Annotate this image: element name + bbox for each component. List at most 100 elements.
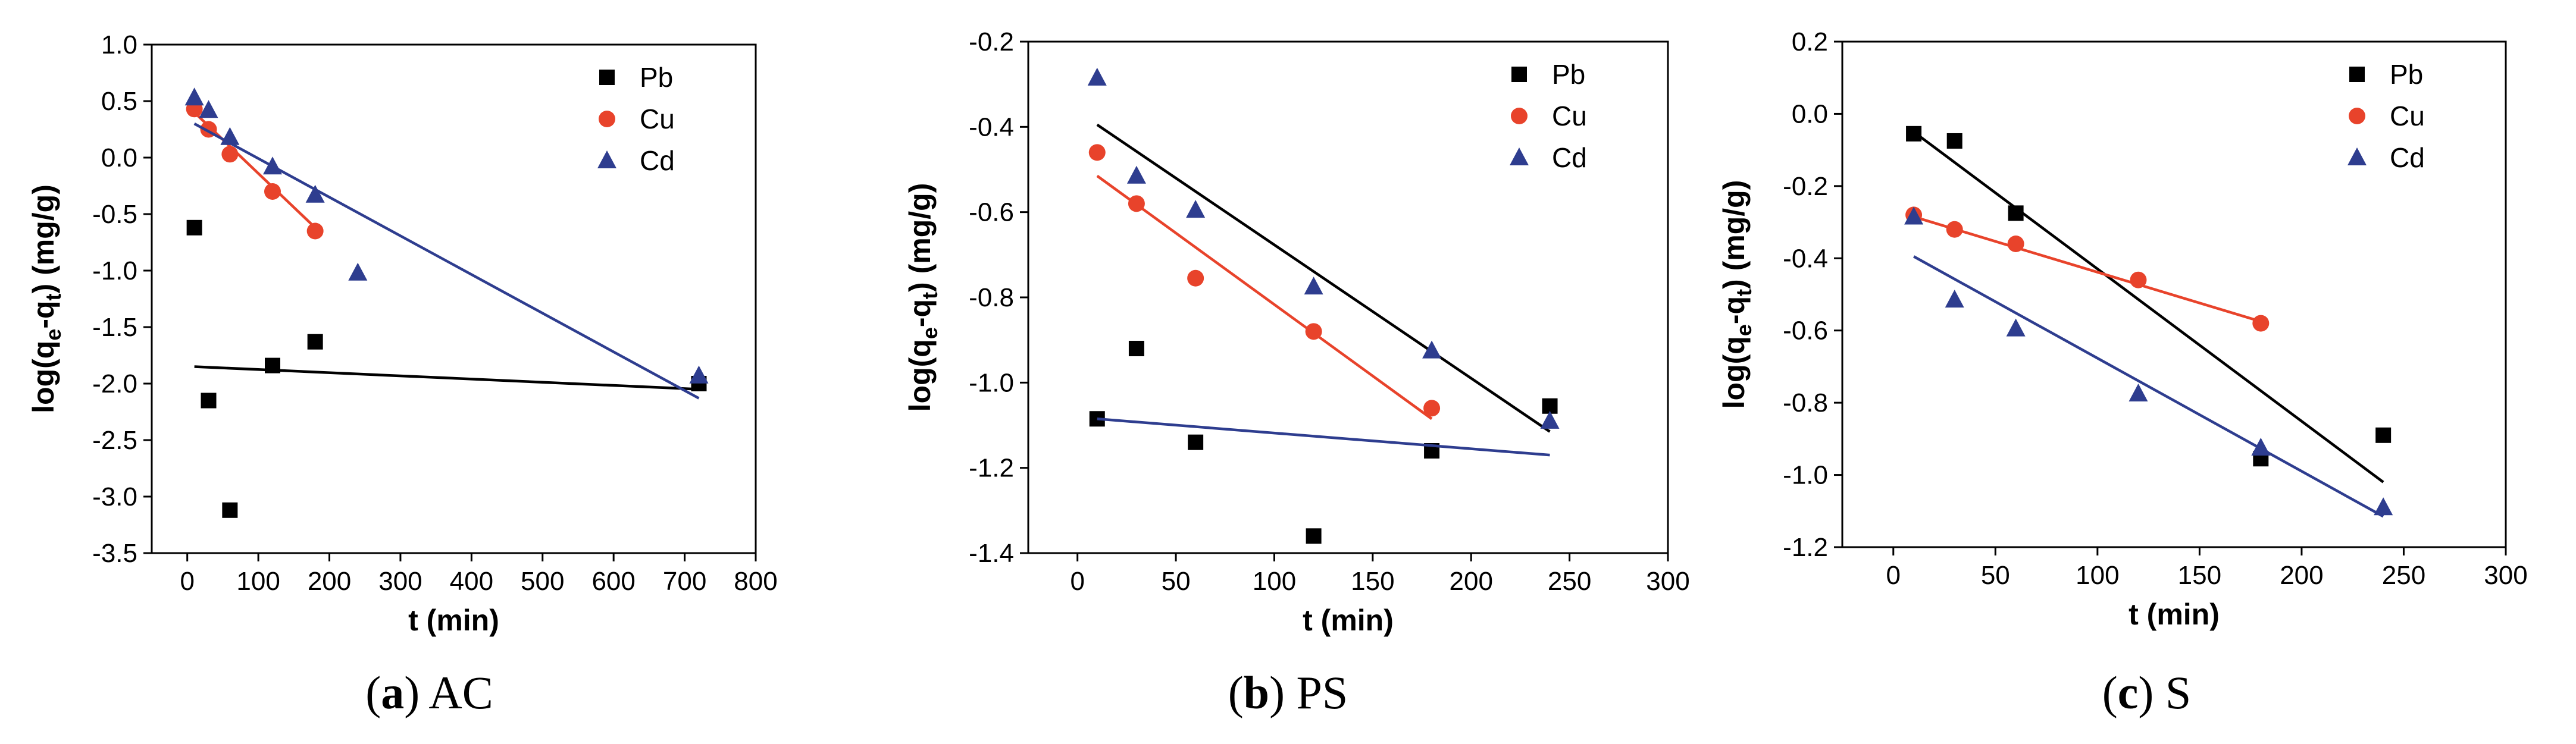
y-tick-label: -1.5 xyxy=(92,313,137,342)
x-axis-label: t (min) xyxy=(2129,598,2220,631)
x-tick-label: 150 xyxy=(2178,561,2221,590)
fit-line-pb xyxy=(1913,130,2384,484)
y-tick-label: 1.0 xyxy=(101,30,137,59)
data-point-pb xyxy=(186,219,202,236)
caption-name: PS xyxy=(1296,667,1348,718)
data-point-pb xyxy=(1906,125,1922,142)
series-cu xyxy=(1088,144,1441,420)
series-cu xyxy=(186,101,324,240)
data-point-cd xyxy=(184,87,204,106)
chart-svg-b: 0 50 100 150 200 250 300 -1.4 -1.2 -1.0 -0.8 -0.6 -0… xyxy=(903,27,1690,637)
legend-marker-cd xyxy=(1510,147,1529,165)
x-tick-label: 500 xyxy=(521,567,564,596)
caption-name: AC xyxy=(428,667,493,718)
x-axis-label: t (min) xyxy=(1303,604,1394,637)
chart-svg-a: 0 100 200 300 400 500 600 700 800 -3.5 -3.0 -2.5 -2.… xyxy=(27,30,778,637)
legend-marker-cu xyxy=(1511,108,1528,124)
data-point-cd xyxy=(2374,497,2393,516)
legend-marker-pb xyxy=(599,70,615,85)
data-point-cd xyxy=(263,156,282,175)
series-cd xyxy=(184,87,709,400)
y-tick-label: -1.4 xyxy=(969,539,1014,568)
y-axis-label-part: ) (mg/g) xyxy=(903,183,937,292)
legend-label-cu: Cu xyxy=(2390,101,2425,131)
y-axis-label: log(qe-qt) (mg/g) xyxy=(27,184,65,413)
y-tick-label: -0.4 xyxy=(969,112,1014,142)
data-point-cd xyxy=(1422,340,1442,359)
legend-marker-pb xyxy=(2349,67,2365,82)
data-point-pb xyxy=(201,393,217,409)
data-point-cu xyxy=(2007,236,2024,252)
x-tick-label: 100 xyxy=(236,567,280,596)
caption-a: (a) AC xyxy=(365,667,493,718)
fit-line-pb xyxy=(1096,123,1551,433)
x-tick-label: 200 xyxy=(2280,561,2323,590)
data-point-pb xyxy=(222,502,238,518)
y-tick-label: -2.0 xyxy=(92,369,137,398)
fit-line-cu xyxy=(1913,215,2261,323)
data-point-cu xyxy=(1187,269,1204,287)
legend-label-cd: Cd xyxy=(2390,142,2425,173)
legend-marker-pb xyxy=(1511,67,1527,82)
y-axis-label-subscript: e xyxy=(41,329,65,341)
data-point-cd xyxy=(2006,318,2026,337)
data-point-cd xyxy=(689,365,709,384)
x-tick-label: 800 xyxy=(734,567,777,596)
y-tick-label: -0.2 xyxy=(969,27,1014,56)
legend-marker-cu xyxy=(2349,108,2365,124)
legend-label-cd: Cd xyxy=(1552,142,1587,173)
caption-letter: c xyxy=(2117,667,2139,718)
y-axis-label-subscript: e xyxy=(918,327,942,339)
y-axis-label-part: -q xyxy=(27,300,60,328)
data-point-pb xyxy=(1188,434,1204,450)
y-tick-label: -3.0 xyxy=(92,482,137,511)
caption-name: S xyxy=(2165,667,2192,718)
legend-marker-cd xyxy=(597,150,616,168)
data-point-cd xyxy=(1304,277,1323,295)
data-point-pb xyxy=(307,334,323,350)
data-point-cd xyxy=(1904,206,1924,225)
data-point-cd xyxy=(348,262,368,281)
data-point-cd xyxy=(1087,67,1107,86)
y-tick-label: 0.2 xyxy=(1792,27,1828,56)
fit-line-cd xyxy=(1913,255,2384,518)
legend-marker-cd xyxy=(2347,147,2367,165)
x-tick-label: 300 xyxy=(378,567,422,596)
y-axis-label-part: log(q xyxy=(903,339,937,412)
y-axis-label-subscript: t xyxy=(918,292,942,299)
x-tick-label: 100 xyxy=(2076,561,2119,590)
x-tick-label: 600 xyxy=(591,567,635,596)
data-point-cd xyxy=(199,100,218,118)
data-point-pb xyxy=(1946,133,1962,149)
y-tick-label: -0.8 xyxy=(969,283,1014,312)
y-axis-label-part: ) (mg/g) xyxy=(27,184,60,293)
legend-label-pb: Pb xyxy=(1552,59,1585,90)
series-pb xyxy=(186,219,707,518)
data-point-pb xyxy=(265,357,280,373)
y-axis-label-part: log(q xyxy=(1717,336,1751,409)
y-tick-label: -0.5 xyxy=(92,200,137,229)
data-point-cu xyxy=(2252,315,2270,332)
series-cd xyxy=(1087,67,1560,457)
x-tick-label: 300 xyxy=(2484,561,2527,590)
x-tick-label: 300 xyxy=(1646,567,1689,596)
y-axis-label: log(qe-qt) (mg/g) xyxy=(1717,180,1756,409)
data-point-cd xyxy=(1540,410,1560,429)
series-cu xyxy=(1905,206,2270,332)
y-axis-label-part: ) (mg/g) xyxy=(1717,180,1751,289)
y-tick-label: -0.6 xyxy=(1783,316,1828,346)
x-tick-label: 0 xyxy=(180,567,194,596)
data-point-cd xyxy=(1186,200,1206,218)
x-tick-label: 50 xyxy=(1162,567,1191,596)
data-point-cu xyxy=(1128,195,1145,212)
y-tick-label: -1.0 xyxy=(1783,461,1828,490)
data-point-pb xyxy=(1128,341,1144,356)
y-tick-label: -1.0 xyxy=(92,256,137,285)
x-tick-label: 250 xyxy=(1548,567,1591,596)
x-axis-label: t (min) xyxy=(408,604,499,637)
data-point-cu xyxy=(1423,400,1441,417)
x-tick-label: 250 xyxy=(2382,561,2425,590)
legend-label-pb: Pb xyxy=(2390,59,2423,90)
data-point-pb xyxy=(2008,205,2024,221)
y-axis-label-part: -q xyxy=(1717,296,1751,324)
